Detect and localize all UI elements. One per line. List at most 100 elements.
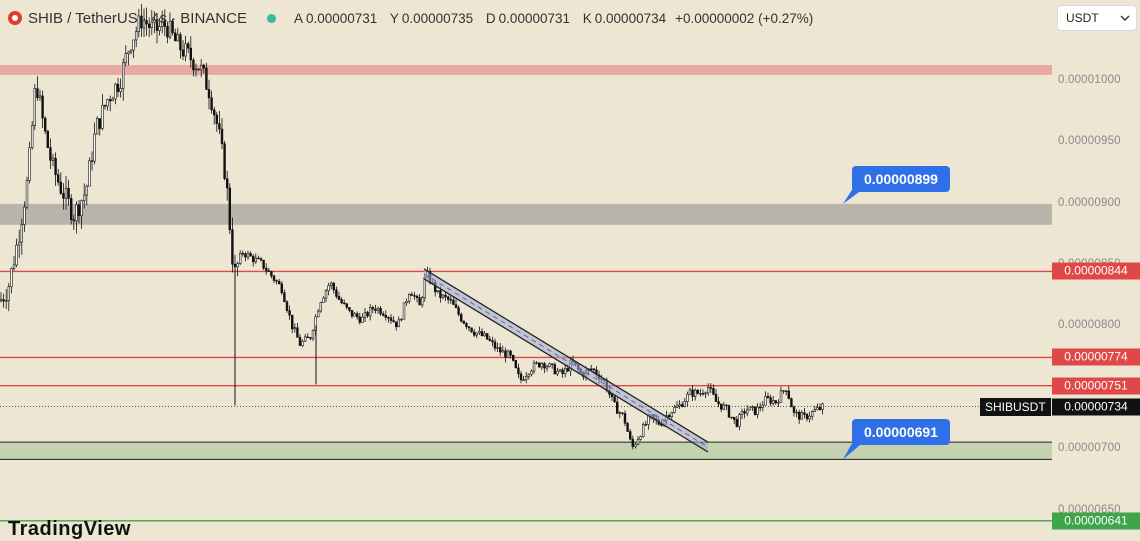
candle-body — [420, 297, 424, 306]
candle-66 — [171, 18, 174, 36]
callout-target-label[interactable]: 0.00000899 — [852, 165, 950, 192]
candle-272 — [706, 383, 710, 396]
candle-body — [717, 401, 720, 405]
candle-12 — [30, 121, 34, 150]
candle-body — [415, 295, 419, 298]
candle-body — [519, 373, 523, 381]
candle-body — [142, 20, 146, 29]
candle-139 — [361, 313, 364, 323]
high-label: Y — [389, 10, 399, 26]
currency-select[interactable]: USDT — [1057, 5, 1137, 31]
candle-body — [30, 125, 34, 149]
candle-245 — [636, 436, 640, 446]
axis-tick-1: 0.00000950 — [1058, 135, 1121, 148]
candle-body — [23, 206, 26, 225]
candle-body — [98, 118, 102, 129]
candle-body — [540, 363, 544, 368]
candle-body — [454, 304, 458, 308]
candle-body — [543, 363, 546, 369]
candle-body — [353, 313, 356, 317]
candle-26 — [67, 179, 70, 206]
level-price-label-0: 0.00000844 — [1052, 262, 1140, 280]
candle-281 — [730, 416, 733, 419]
candle-76 — [197, 68, 200, 71]
axis-tick-4: 0.00000800 — [1058, 319, 1121, 332]
candle-body — [517, 367, 520, 375]
candle-32 — [83, 183, 86, 209]
candle-body — [355, 313, 359, 318]
candle-body — [680, 404, 684, 407]
candle-body — [5, 300, 8, 302]
candle-36 — [93, 122, 96, 165]
candle-body — [101, 104, 104, 129]
candle-120 — [311, 329, 315, 342]
price-axis[interactable]: 0.000010000.000009500.000009000.00000850… — [1052, 0, 1140, 530]
candle-134 — [348, 306, 351, 313]
candle-177 — [459, 312, 463, 323]
candle-129 — [335, 286, 338, 299]
candle-body — [36, 88, 39, 99]
candle-body — [10, 268, 13, 287]
candle-158 — [410, 291, 413, 296]
candle-74 — [192, 57, 195, 77]
close-label: K — [582, 10, 592, 26]
candle-159 — [413, 291, 416, 300]
candle-body — [735, 419, 739, 427]
candle-58 — [150, 9, 153, 35]
candle-293 — [761, 401, 765, 412]
candle-69 — [179, 32, 182, 59]
candle-body — [758, 406, 762, 409]
candle-body — [418, 297, 421, 306]
candle-body — [122, 62, 125, 89]
candle-301 — [782, 389, 785, 394]
candle-body — [145, 20, 148, 25]
candle-body — [368, 307, 372, 317]
candle-102 — [264, 263, 268, 275]
candle-body — [161, 20, 164, 27]
candle-189 — [491, 336, 494, 347]
close-value: 0.00000734 — [594, 10, 667, 26]
candle-body — [70, 198, 73, 221]
price-chart[interactable] — [0, 0, 1052, 530]
candle-147 — [381, 311, 385, 317]
axis-tick-2: 0.00000900 — [1058, 196, 1121, 209]
candle-311 — [808, 411, 811, 423]
candle-236 — [613, 395, 616, 403]
candle-212 — [550, 363, 554, 369]
candle-body — [498, 347, 502, 353]
candle-260 — [675, 401, 679, 408]
callout-support-label[interactable]: 0.00000691 — [852, 419, 950, 446]
candle-body — [56, 174, 60, 183]
candle-body — [72, 219, 76, 222]
trend-channel-mid — [423, 273, 709, 448]
candle-135 — [350, 309, 354, 319]
candle-291 — [756, 403, 759, 419]
candle-body — [769, 397, 772, 404]
candle-body — [636, 439, 640, 445]
candle-body — [493, 341, 497, 349]
candle-body — [103, 104, 107, 107]
candle-body — [77, 204, 81, 216]
chart-canvas[interactable] — [0, 0, 1052, 530]
candle-body — [787, 390, 791, 399]
candle-body — [111, 98, 115, 102]
candle-217 — [563, 364, 567, 378]
candle-68 — [176, 27, 179, 42]
symbol-title[interactable]: SHIB / TetherUS · 4s · BINANCE — [28, 9, 247, 27]
candle-243 — [631, 435, 635, 450]
candle-body — [140, 15, 143, 29]
candle-155 — [402, 302, 406, 320]
candle-body — [626, 422, 629, 432]
candle-160 — [415, 294, 419, 303]
candle-body — [148, 23, 151, 28]
candle-body — [150, 21, 153, 28]
candle-body — [592, 368, 596, 371]
candle-6 — [15, 238, 18, 268]
candle-267 — [693, 388, 697, 401]
candle-17 — [43, 116, 47, 135]
candle-body — [75, 204, 78, 222]
candle-115 — [298, 334, 302, 346]
candle-116 — [301, 339, 304, 348]
candle-131 — [340, 297, 343, 305]
low-value: 0.00000731 — [498, 10, 570, 26]
